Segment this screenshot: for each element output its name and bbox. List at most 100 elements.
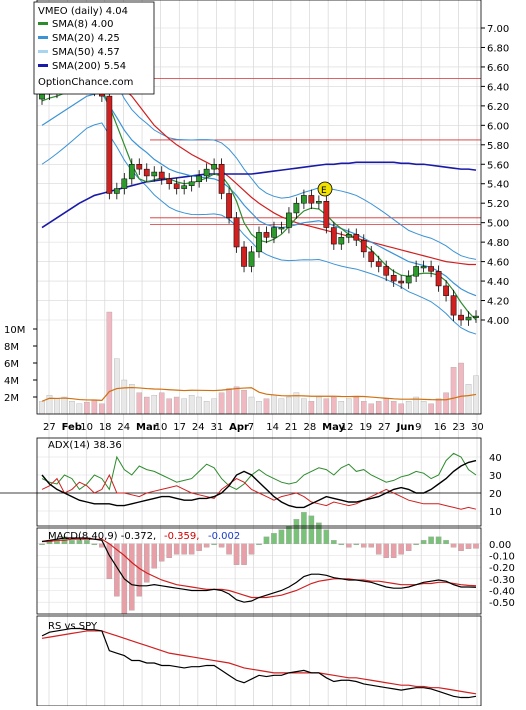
volume-bar: [368, 403, 375, 415]
ticker-label: VMEO (daily) 4.04: [38, 6, 128, 17]
legend-box: [33, 1, 155, 95]
volume-bar: [158, 392, 165, 415]
volume-bar: [390, 401, 397, 415]
macd-histogram-bar: [256, 543, 262, 545]
macd-histogram-bar: [106, 543, 113, 579]
price-tick-label: 6.00: [487, 121, 509, 132]
macd-histogram-bar: [360, 543, 367, 548]
volume-bar: [106, 311, 113, 415]
volume-bar: [316, 396, 322, 415]
volume-tick-label: 8M: [4, 342, 19, 353]
macd-label: MACD(8,40,9) -0.372,: [48, 531, 156, 542]
volume-bar: [203, 401, 210, 415]
legend: VMEO (daily) 4.04 SMA(8) 4.00 SMA(20) 4.…: [33, 1, 155, 95]
volume-bar: [443, 392, 449, 415]
macd-histogram-bar: [428, 536, 434, 544]
macd-histogram-bar: [218, 543, 225, 548]
macd-histogram-bar: [211, 543, 217, 545]
macd-tick-label: -0.50: [489, 598, 515, 609]
macd-histogram-bar: [69, 540, 75, 544]
volume-bar: [331, 396, 337, 415]
candle-body: [398, 280, 405, 284]
volume-bar: [181, 398, 187, 415]
candle-body: [278, 227, 285, 230]
macd-histogram-bar: [76, 540, 83, 544]
candle-body: [211, 164, 217, 170]
macd-histogram-bar: [263, 536, 270, 544]
price-tick-label: 4.20: [487, 297, 509, 308]
macd-histogram-bar: [143, 543, 150, 583]
x-tick-label: May: [322, 422, 345, 433]
macd-tick-label: -0.10: [489, 552, 515, 563]
macd-histogram-bar: [390, 543, 397, 558]
rs-average-line: [41, 630, 477, 695]
macd-histogram-bar: [166, 543, 172, 558]
candle-body: [308, 195, 315, 204]
volume-bar: [241, 390, 247, 415]
candle-body: [128, 164, 135, 180]
macd-histogram-bar: [353, 543, 360, 545]
macd-histogram-bar: [331, 540, 337, 544]
adx-tick-label: 40: [489, 453, 502, 464]
x-tick-label: 9: [415, 422, 421, 433]
legend-swatch-sma50: [38, 50, 48, 53]
price-tick-label: 6.20: [487, 102, 509, 113]
legend-sma20: SMA(20) 4.25: [52, 33, 120, 44]
candle-body: [360, 239, 367, 253]
x-tick-label: Jun: [396, 422, 415, 433]
volume-bar: [188, 395, 195, 415]
price-tick-label: 4.40: [487, 277, 509, 288]
macd-histogram-bar: [181, 543, 187, 555]
volume-bar: [256, 401, 262, 415]
price-tick-label: 4.80: [487, 238, 509, 249]
volume-bar: [458, 362, 464, 415]
volume-bar: [151, 395, 158, 415]
candle-body: [368, 251, 375, 262]
macd-histogram-bar: [383, 543, 389, 558]
volume-bar: [428, 403, 434, 415]
candle-body: [256, 232, 262, 253]
candle-body: [383, 266, 390, 276]
adx-line: [41, 459, 477, 509]
x-tick-label: 7: [248, 422, 254, 433]
candle-body: [113, 188, 120, 194]
x-tick-label: 10: [155, 422, 168, 433]
candle-body: [458, 314, 464, 321]
x-tick-label: 21: [285, 422, 298, 433]
adx-panel-frame: [36, 437, 482, 527]
volume-bar: [121, 379, 128, 415]
candle-body: [450, 295, 457, 316]
macd-histogram-bar: [458, 543, 464, 551]
volume-tick-label: 4M: [4, 376, 19, 387]
legend-sma200: SMA(200) 5.54: [52, 61, 126, 72]
candle-body: [375, 261, 382, 267]
macd-histogram-bar: [39, 543, 45, 545]
candle-body: [233, 217, 240, 248]
candle-body: [173, 183, 180, 189]
volume-bar: [143, 396, 150, 415]
candle-body: [188, 181, 195, 186]
macd-histogram-bar: [346, 543, 352, 548]
volume-bar: [465, 384, 472, 415]
macd-histogram-bar: [293, 519, 300, 544]
volume-bar: [271, 395, 277, 415]
candle-body: [293, 202, 300, 214]
candle-body: [435, 271, 442, 287]
macd-histogram-bar: [241, 543, 247, 565]
volume-bar: [346, 398, 352, 415]
volume-bar: [218, 392, 225, 415]
volume-bar: [450, 367, 457, 415]
x-tick-label: 24: [192, 422, 205, 433]
macd-panel-frame: [36, 527, 482, 615]
macd-histogram-bar: [226, 543, 232, 555]
candle-body: [315, 201, 322, 204]
candle-body: [413, 266, 420, 277]
x-tick-label: Mar: [136, 422, 158, 433]
macd-histogram-bar: [323, 529, 330, 544]
candle-body: [390, 274, 397, 282]
volume-average-line: [41, 386, 477, 402]
macd-histogram-bar: [129, 543, 135, 611]
adx-tick-label: 10: [489, 507, 502, 518]
candle-body: [420, 266, 427, 269]
